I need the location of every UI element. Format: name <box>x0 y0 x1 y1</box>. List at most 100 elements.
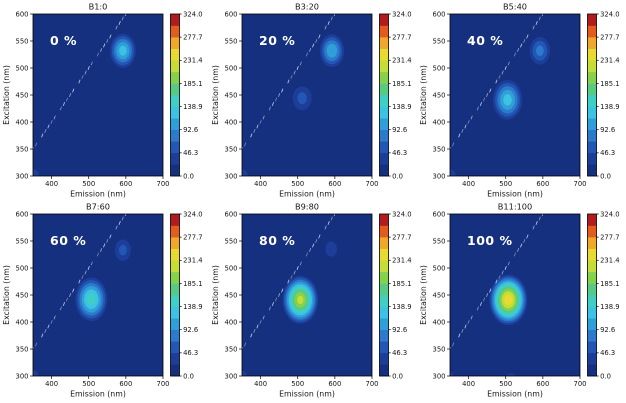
colorbar-tick-label: 324.0 <box>600 210 619 218</box>
x-tick-label: 600 <box>537 380 550 388</box>
x-axis-label: Emission (nm) <box>70 390 126 399</box>
colorbar-segment <box>587 14 597 26</box>
colorbar-tick-label: 138.9 <box>392 103 411 111</box>
y-tick-label: 450 <box>433 91 446 99</box>
rayleigh-scatter-dash <box>259 120 262 124</box>
rayleigh-scatter-dash <box>311 243 314 248</box>
colorbar-tick-label: 277.7 <box>183 33 202 41</box>
rayleigh-scatter-dash <box>296 266 299 270</box>
colorbar-segment <box>379 152 389 165</box>
rayleigh-scatter-dash <box>249 333 253 338</box>
colorbar <box>587 213 598 377</box>
rayleigh-scatter-dash <box>100 48 103 52</box>
rayleigh-scatter-dash <box>256 324 259 329</box>
rayleigh-scatter-dash <box>299 261 302 266</box>
rayleigh-scatter-dash <box>118 21 121 25</box>
colorbar-tick-label: 324.0 <box>392 10 411 18</box>
rayleigh-scatter-dash <box>44 129 47 133</box>
colorbar-segment <box>170 106 180 119</box>
rayleigh-scatter-dash <box>106 239 109 243</box>
rayleigh-scatter-dash <box>47 124 50 129</box>
rayleigh-scatter-dash <box>520 43 523 48</box>
y-tick-label: 550 <box>16 237 29 245</box>
rayleigh-scatter-dash <box>470 315 474 320</box>
rayleigh-scatter-dash <box>324 25 327 30</box>
colorbar <box>378 13 389 177</box>
colorbar-tick-label: 138.9 <box>600 103 619 111</box>
colorbar-segment <box>587 118 597 131</box>
x-tick-label: 700 <box>574 180 587 188</box>
rayleigh-scatter-dash <box>280 88 283 93</box>
colorbar-tick-label: 185.1 <box>600 80 619 88</box>
colorbar-segment <box>170 295 180 307</box>
panel-cell-6: 400 500 600 700 300 350 400 450 500 550 600 B11:100… <box>417 200 626 403</box>
rayleigh-scatter-dash <box>330 16 333 21</box>
colorbar-tick-label: 277.7 <box>392 233 411 241</box>
y-tick-label: 350 <box>433 145 446 153</box>
rayleigh-scatter-dash <box>90 261 93 266</box>
panel-cell-1: 400 500 600 700 300 350 400 450 500 550 600 B1:0 Emi… <box>0 0 209 200</box>
rayleigh-scatter-dash <box>504 266 508 270</box>
rayleigh-scatter-dash <box>486 93 489 97</box>
x-tick-label: 500 <box>500 380 513 388</box>
rayleigh-scatter-dash <box>477 306 480 311</box>
panel-title: B1:0 <box>89 2 108 12</box>
y-tick-label: 300 <box>224 372 237 380</box>
colorbar-segment <box>170 225 180 238</box>
colorbar-segment <box>587 283 597 296</box>
rayleigh-scatter-dash <box>314 39 318 43</box>
colorbar-tick-label: 231.4 <box>183 257 202 265</box>
colorbar-tick-label: 138.9 <box>183 103 202 111</box>
rayleigh-scatter-dash <box>256 124 259 129</box>
colorbar-segment <box>587 318 597 331</box>
colorbar-segment <box>170 25 180 38</box>
y-tick-label: 600 <box>433 210 446 218</box>
rayleigh-scatter-dash <box>103 243 106 248</box>
colorbar-tick-label: 324.0 <box>183 10 202 18</box>
colorbar-tick-label: 185.1 <box>392 280 411 288</box>
rayleigh-scatter-dash <box>532 225 535 230</box>
rayleigh-scatter-dash <box>271 102 274 106</box>
rayleigh-scatter-dash <box>59 106 62 111</box>
rayleigh-scatter-dash <box>450 347 452 351</box>
colorbar-segment <box>170 60 180 73</box>
x-tick-label: 500 <box>82 180 95 188</box>
rayleigh-scatter-dash <box>274 297 277 302</box>
contour-band <box>503 94 513 106</box>
panel-cell-4: 400 500 600 700 300 350 400 450 500 550 600 B7:60 Em… <box>0 200 209 403</box>
rayleigh-scatter-dash <box>259 320 262 324</box>
colorbar-segment <box>170 14 180 26</box>
rayleigh-scatter-dash <box>252 129 256 133</box>
rayleigh-scatter-dash <box>243 342 246 347</box>
colorbar-segment <box>587 225 597 238</box>
y-tick-label: 350 <box>433 345 446 353</box>
rayleigh-scatter-dash <box>271 302 274 306</box>
x-tick-label: 400 <box>254 180 267 188</box>
y-tick-label: 300 <box>16 372 29 380</box>
colorbar-tick-label: 0.0 <box>600 172 611 180</box>
rayleigh-scatter-dash <box>35 342 38 347</box>
colorbar-segment <box>587 71 597 84</box>
rayleigh-scatter-dash <box>100 248 103 252</box>
contour-band <box>86 293 96 306</box>
y-tick-label: 400 <box>16 118 29 126</box>
rayleigh-scatter-dash <box>539 16 542 21</box>
colorbar-segment <box>587 37 597 50</box>
contour-band <box>241 169 248 176</box>
rayleigh-scatter-dash <box>87 266 90 270</box>
rayleigh-scatter-dash <box>520 243 523 248</box>
colorbar-segment <box>379 318 389 331</box>
rayleigh-scatter-dash <box>65 297 69 302</box>
colorbar-segment <box>587 83 597 96</box>
rayleigh-scatter-dash <box>305 252 308 257</box>
contour-band <box>118 244 127 256</box>
colorbar-segment <box>379 118 389 131</box>
y-tick-label: 450 <box>224 91 237 99</box>
rayleigh-scatter-dash <box>498 275 501 279</box>
colorbar-tick-label: 324.0 <box>600 10 619 18</box>
rayleigh-scatter-dash <box>90 61 93 66</box>
y-tick-label: 400 <box>224 318 237 326</box>
y-tick-label: 500 <box>433 264 446 272</box>
colorbar-segment <box>170 318 180 331</box>
x-tick-label: 600 <box>328 180 341 188</box>
